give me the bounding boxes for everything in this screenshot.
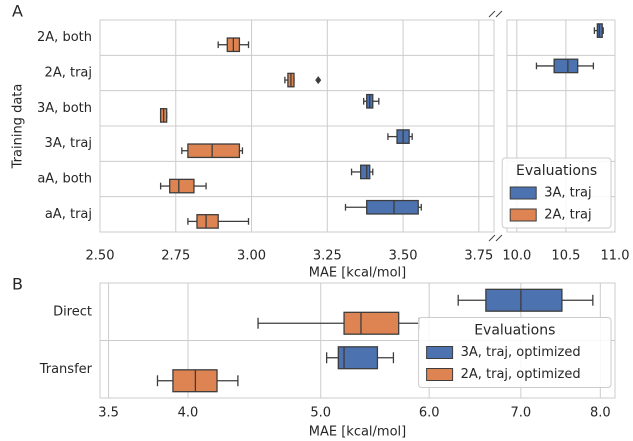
box-plot xyxy=(156,369,239,393)
y-tick-label: Transfer xyxy=(39,362,93,377)
legend-label: 3A, traj xyxy=(544,186,591,201)
box-plot xyxy=(325,346,395,370)
box-plot xyxy=(217,37,250,53)
box-plot xyxy=(457,288,594,312)
panel-label: B xyxy=(12,275,23,294)
x-tick-label: 3.75 xyxy=(464,249,493,264)
x-tick-label: 2.75 xyxy=(161,249,190,264)
x-tick-label: 11.0 xyxy=(601,249,630,264)
legend-swatch xyxy=(426,346,454,359)
x-tick-label: 3.25 xyxy=(313,249,342,264)
x-tick-label: 7.0 xyxy=(511,406,532,421)
y-tick-label: Direct xyxy=(53,304,92,319)
legend-label: 2A, traj, optimized xyxy=(461,367,581,382)
box-plot xyxy=(350,164,374,180)
x-tick-label: 4.0 xyxy=(178,406,199,421)
x-tick-label: 10.0 xyxy=(502,249,531,264)
box-plot xyxy=(159,108,168,123)
x-tick-label: 6.0 xyxy=(419,406,440,421)
box xyxy=(359,164,371,180)
box xyxy=(343,311,400,335)
box-plot xyxy=(284,72,322,88)
legend-box xyxy=(418,317,612,388)
box xyxy=(366,199,419,215)
legend-title: Evaluations xyxy=(474,323,555,339)
axis-break xyxy=(488,10,503,242)
legend-swatch xyxy=(509,208,537,222)
box-plot xyxy=(363,93,380,109)
x-axis-label: MAE [kcal/mol] xyxy=(309,425,406,440)
y-tick-label: 2A, both xyxy=(37,30,92,45)
panel-label: A xyxy=(12,2,23,21)
box-plot xyxy=(535,58,595,74)
y-tick-label: aA, traj xyxy=(45,207,92,222)
x-tick-label: 3.5 xyxy=(98,406,119,421)
legend-label: 2A, traj xyxy=(544,208,591,223)
y-axis-label: Training data xyxy=(11,84,26,170)
box-plot xyxy=(344,199,422,215)
box xyxy=(553,58,579,74)
box xyxy=(196,214,219,229)
x-tick-label: 2.50 xyxy=(86,249,115,264)
legend-label: 3A, traj, optimized xyxy=(461,345,581,360)
x-axis-label: MAE [kcal/mol] xyxy=(309,266,406,281)
box-plot xyxy=(593,23,604,38)
box xyxy=(485,288,563,312)
y-tick-label: 3A, both xyxy=(37,101,92,116)
box-plot xyxy=(181,143,244,159)
x-tick-label: 8.0 xyxy=(590,406,611,421)
y-tick-label: 3A, traj xyxy=(45,136,92,151)
legend-swatch xyxy=(426,368,454,381)
legend-swatch xyxy=(509,186,537,200)
box xyxy=(337,346,379,370)
y-tick-label: aA, both xyxy=(37,172,92,187)
x-tick-label: 10.5 xyxy=(551,249,580,264)
box-plot xyxy=(387,129,413,144)
box-plot xyxy=(159,178,207,194)
box xyxy=(187,143,241,159)
x-tick-label: 5.0 xyxy=(310,406,331,421)
outlier xyxy=(315,76,322,85)
x-tick-label: 3.50 xyxy=(389,249,418,264)
legend-title: Evaluations xyxy=(516,163,597,179)
y-tick-label: 2A, traj xyxy=(45,66,92,81)
x-tick-label: 3.00 xyxy=(237,249,266,264)
box-plot xyxy=(187,214,250,229)
box xyxy=(169,178,195,194)
box-plot xyxy=(257,311,420,335)
